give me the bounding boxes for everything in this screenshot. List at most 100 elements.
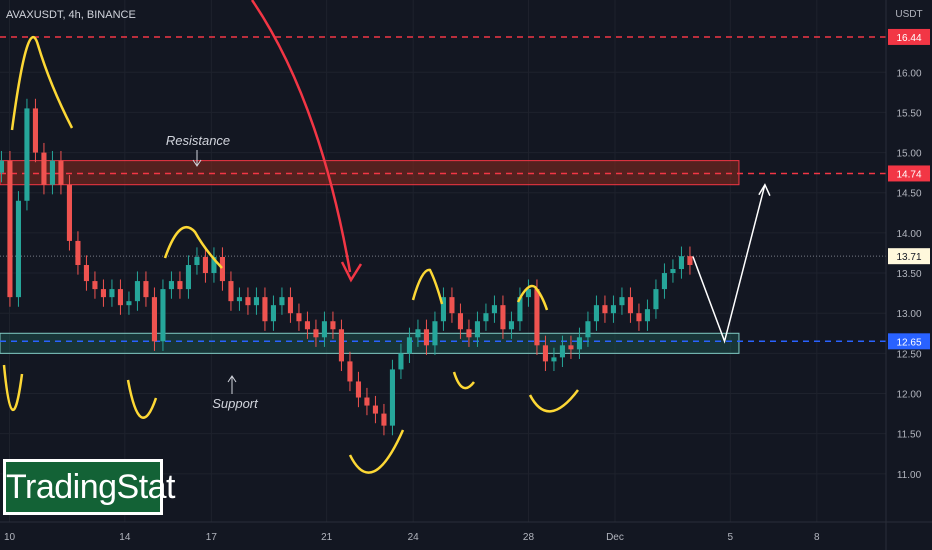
candle-body — [75, 240, 81, 266]
candle-body — [670, 269, 676, 274]
candle-body — [7, 160, 13, 298]
candle-body — [160, 289, 166, 342]
candle-body — [636, 313, 642, 322]
candle-body — [168, 281, 174, 290]
price-tick-label: 16.00 — [896, 68, 921, 79]
candle — [534, 279, 540, 355]
candle-body — [262, 297, 268, 322]
resistance-label: Resistance — [166, 133, 230, 148]
candle-body — [236, 297, 242, 302]
candle-body — [83, 265, 89, 282]
price-tick-label: 14.00 — [896, 229, 921, 240]
candle — [593, 295, 599, 331]
candle-body — [687, 256, 693, 266]
price-tick-label: 13.50 — [896, 269, 921, 280]
grid-lines — [0, 0, 886, 522]
candle — [670, 259, 676, 283]
support-label: Support — [212, 396, 259, 411]
candle — [372, 395, 378, 424]
projection-path — [692, 184, 766, 344]
candle — [100, 279, 106, 307]
candle-body — [517, 297, 523, 322]
swing-mark-bottom-4 — [452, 371, 475, 390]
candle — [194, 247, 200, 275]
candle-body — [304, 321, 310, 330]
logo-text: TradingStat — [6, 468, 176, 506]
candle — [423, 319, 429, 355]
candle — [330, 311, 336, 339]
candle-body — [32, 108, 38, 153]
candle-body — [109, 289, 115, 298]
swing-mark-bottom-1 — [2, 364, 24, 412]
candle — [160, 279, 166, 351]
candle-body — [202, 256, 208, 274]
candle — [0, 150, 4, 183]
candle — [177, 271, 183, 299]
candle-body — [228, 281, 234, 302]
candle — [474, 311, 480, 347]
candle-body — [49, 160, 55, 185]
candle-body — [423, 329, 429, 346]
symbol-label: AVAXUSDT, 4h, BINANCE — [6, 9, 136, 21]
time-tick-label: 10 — [4, 532, 16, 543]
candle — [338, 319, 344, 372]
candle-body — [398, 353, 404, 370]
candle — [296, 303, 302, 331]
candle — [313, 319, 319, 347]
candle-body — [245, 297, 251, 306]
candle — [92, 271, 98, 299]
candle-body — [143, 281, 149, 298]
candle — [449, 287, 455, 323]
candle — [678, 246, 684, 279]
time-tick-label: 21 — [321, 532, 333, 543]
candle-body — [151, 297, 157, 342]
candle — [245, 287, 251, 315]
candle — [381, 403, 387, 436]
price-tick-label: 13.00 — [896, 309, 921, 320]
candle-body — [313, 329, 319, 338]
level-badge-16-44-bg — [888, 28, 930, 45]
candle — [262, 287, 268, 331]
candle — [211, 247, 217, 283]
candle — [304, 311, 310, 339]
candle-body — [678, 256, 684, 270]
candle — [270, 295, 276, 331]
candle — [15, 191, 21, 307]
candle-body — [185, 265, 191, 290]
candle-body — [58, 160, 64, 185]
candle — [508, 311, 514, 339]
swing-mark-bottom-5 — [528, 389, 579, 413]
candle-body — [296, 313, 302, 322]
candle-body — [534, 289, 540, 346]
candle-body — [602, 305, 608, 314]
candle — [644, 299, 650, 331]
candle — [32, 98, 38, 163]
swing-mark-bottom-3 — [348, 429, 405, 474]
candle — [525, 279, 531, 307]
candle-body — [644, 309, 650, 322]
swing-mark-top-1 — [10, 35, 74, 131]
level-badge-16-44: 16.44 — [896, 33, 921, 44]
candle — [406, 327, 412, 363]
candle — [440, 287, 446, 331]
candle — [627, 287, 633, 323]
level-badge-12-65-bg — [888, 333, 930, 350]
candle-body — [364, 397, 370, 406]
candle-body — [474, 321, 480, 338]
candle-body — [24, 108, 30, 201]
candle — [75, 231, 81, 275]
support-pointer-arrow — [227, 375, 237, 394]
candle — [551, 347, 557, 372]
candle-body — [372, 405, 378, 414]
candle — [500, 295, 506, 339]
candle-body — [92, 281, 98, 290]
candle-body — [610, 305, 616, 314]
candle — [619, 287, 625, 315]
swing-mark-bottom-2 — [126, 379, 158, 419]
candle-body — [389, 369, 395, 426]
time-tick-label: Dec — [606, 532, 624, 543]
